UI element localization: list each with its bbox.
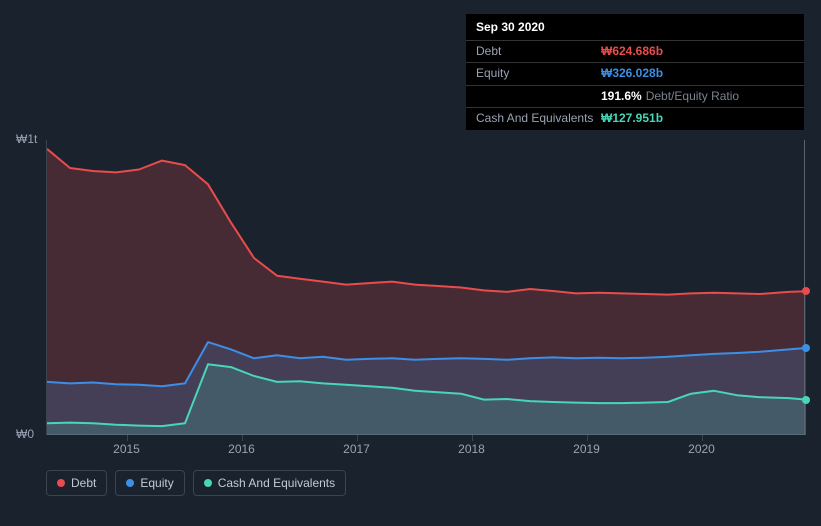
chart-plot[interactable]: [46, 140, 805, 435]
chart-tooltip: Sep 30 2020 Debt₩624.686bEquity₩326.028b…: [466, 14, 804, 130]
chart-container: ₩0 ₩1t 2015 2016 2017 2018 2019 2020 Debt Equit…: [16, 120, 805, 500]
tooltip-value: ₩326.028b: [601, 66, 663, 82]
y-axis-label: ₩0: [16, 427, 34, 441]
x-axis-label: 2020: [688, 442, 715, 456]
x-axis-label: 2016: [228, 442, 255, 456]
y-axis-label: ₩1t: [16, 132, 37, 146]
legend-item[interactable]: Equity: [115, 470, 184, 496]
tooltip-row: Equity₩326.028b: [466, 63, 804, 86]
legend-item[interactable]: Debt: [46, 470, 107, 496]
tooltip-label: Equity: [476, 66, 601, 82]
tooltip-date: Sep 30 2020: [466, 14, 804, 41]
series-end-marker: [802, 344, 810, 352]
series-end-marker: [802, 396, 810, 404]
legend-label: Cash And Equivalents: [218, 476, 335, 490]
x-axis-label: 2018: [458, 442, 485, 456]
legend-dot-icon: [126, 479, 134, 487]
chart-legend: Debt Equity Cash And Equivalents: [46, 470, 346, 496]
x-axis: 2015 2016 2017 2018 2019 2020: [46, 442, 805, 460]
legend-item[interactable]: Cash And Equivalents: [193, 470, 346, 496]
legend-label: Debt: [71, 476, 96, 490]
legend-dot-icon: [57, 479, 65, 487]
tooltip-label: Debt: [476, 44, 601, 60]
tooltip-value: ₩624.686b: [601, 44, 663, 60]
legend-label: Equity: [140, 476, 173, 490]
tooltip-row: 191.6%Debt/Equity Ratio: [466, 86, 804, 109]
x-axis-label: 2015: [113, 442, 140, 456]
x-axis-label: 2017: [343, 442, 370, 456]
legend-dot-icon: [204, 479, 212, 487]
x-axis-label: 2019: [573, 442, 600, 456]
tooltip-row: Debt₩624.686b: [466, 41, 804, 64]
tooltip-label: [476, 89, 601, 105]
tooltip-value: 191.6%Debt/Equity Ratio: [601, 89, 739, 105]
series-end-marker: [802, 287, 810, 295]
